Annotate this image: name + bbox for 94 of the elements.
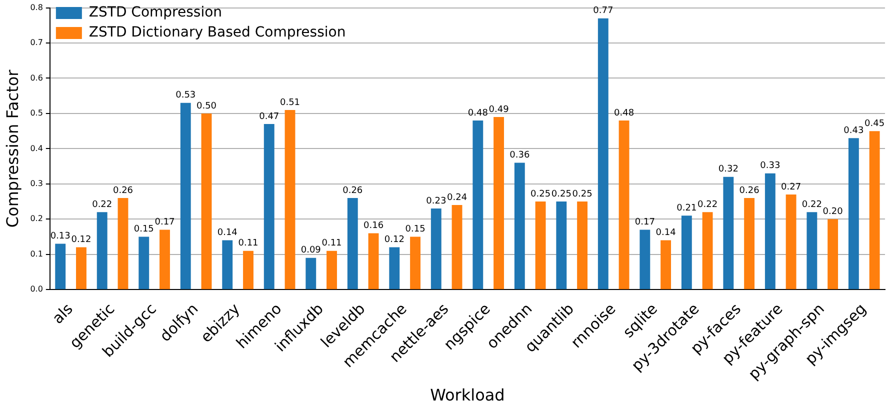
bar xyxy=(660,240,672,290)
bar xyxy=(96,212,108,290)
bar xyxy=(535,202,546,290)
bar xyxy=(55,244,66,290)
bar xyxy=(723,176,734,290)
y-tick-label: 0.0 xyxy=(30,284,43,294)
bar xyxy=(577,202,588,290)
data-label: 0.25 xyxy=(551,189,572,200)
y-tick-label: 0.1 xyxy=(30,249,43,258)
bar xyxy=(472,120,484,290)
data-label: 0.53 xyxy=(176,90,196,101)
y-tick-label: 0.5 xyxy=(30,108,43,118)
data-label: 0.15 xyxy=(134,224,154,235)
bar xyxy=(452,205,462,290)
data-label: 0.15 xyxy=(405,224,426,235)
data-label: 0.36 xyxy=(510,150,530,161)
y-tick-label: 0.6 xyxy=(30,73,43,82)
data-label: 0.26 xyxy=(342,186,363,196)
data-label: 0.12 xyxy=(384,235,404,246)
data-label: 0.23 xyxy=(426,196,446,206)
data-label: 0.24 xyxy=(447,192,468,203)
y-tick-label: 0.4 xyxy=(30,144,43,153)
bar xyxy=(410,236,420,290)
bar xyxy=(368,233,379,290)
data-label: 0.48 xyxy=(468,108,488,118)
y-tick-label: 0.7 xyxy=(30,38,43,48)
bar xyxy=(806,212,818,290)
data-label: 0.45 xyxy=(864,118,885,129)
bar xyxy=(118,198,128,290)
data-label: 0.25 xyxy=(572,189,592,200)
bar xyxy=(138,236,150,290)
data-label: 0.22 xyxy=(92,200,112,210)
data-label: 0.49 xyxy=(488,104,510,115)
bar xyxy=(556,202,567,290)
data-label: 0.21 xyxy=(676,203,697,214)
bar xyxy=(326,250,337,290)
legend-label: ZSTD Compression xyxy=(88,4,222,21)
bar xyxy=(828,219,838,290)
data-label: 0.22 xyxy=(802,200,822,210)
x-tick-label: als xyxy=(48,300,76,328)
data-label: 0.26 xyxy=(739,186,760,196)
bar xyxy=(514,162,525,290)
data-label: 0.77 xyxy=(593,6,614,16)
bar xyxy=(347,198,358,290)
bar xyxy=(681,216,692,290)
y-axis-title: Compression Factor xyxy=(2,69,22,228)
data-label: 0.11 xyxy=(322,238,342,249)
bar xyxy=(306,258,316,290)
bar xyxy=(764,173,776,290)
data-label: 0.22 xyxy=(698,200,718,210)
data-label: 0.26 xyxy=(112,186,134,196)
bar xyxy=(848,138,859,290)
x-axis-title: Workload xyxy=(430,386,505,405)
data-label: 0.14 xyxy=(217,228,238,238)
data-label: 0.33 xyxy=(760,161,780,172)
bar xyxy=(180,102,191,290)
data-label: 0.12 xyxy=(71,235,92,246)
bar xyxy=(284,110,296,290)
bar xyxy=(160,230,170,290)
bar xyxy=(786,194,796,290)
bar xyxy=(869,131,880,290)
data-label: 0.32 xyxy=(718,164,738,175)
bar xyxy=(76,247,86,290)
bar xyxy=(222,240,233,290)
data-label: 0.50 xyxy=(196,101,217,112)
data-label: 0.17 xyxy=(634,218,655,228)
data-label: 0.51 xyxy=(280,98,300,108)
bar xyxy=(598,18,608,290)
y-tick-label: 0.8 xyxy=(30,2,43,12)
data-label: 0.48 xyxy=(614,108,634,118)
data-label: 0.16 xyxy=(363,221,384,232)
data-label: 0.13 xyxy=(50,232,70,242)
data-label: 0.09 xyxy=(300,246,322,256)
bar xyxy=(243,250,254,290)
data-label: 0.17 xyxy=(154,218,175,228)
bar xyxy=(389,247,400,290)
data-label: 0.11 xyxy=(238,238,258,249)
bar xyxy=(201,113,212,290)
data-label: 0.20 xyxy=(822,206,844,217)
data-label: 0.27 xyxy=(781,182,802,192)
bar xyxy=(744,198,755,290)
bar xyxy=(640,230,650,290)
bar xyxy=(430,208,442,290)
legend-label: ZSTD Dictionary Based Compression xyxy=(88,24,346,41)
y-tick-label: 0.2 xyxy=(30,214,43,224)
bar xyxy=(702,212,713,290)
data-label: 0.43 xyxy=(844,126,864,136)
bar xyxy=(264,124,274,290)
data-label: 0.47 xyxy=(259,112,280,122)
bar xyxy=(618,120,630,290)
data-label: 0.25 xyxy=(530,189,551,200)
data-label: 0.14 xyxy=(656,228,676,238)
bar xyxy=(494,116,504,290)
y-tick-label: 0.3 xyxy=(30,178,43,188)
